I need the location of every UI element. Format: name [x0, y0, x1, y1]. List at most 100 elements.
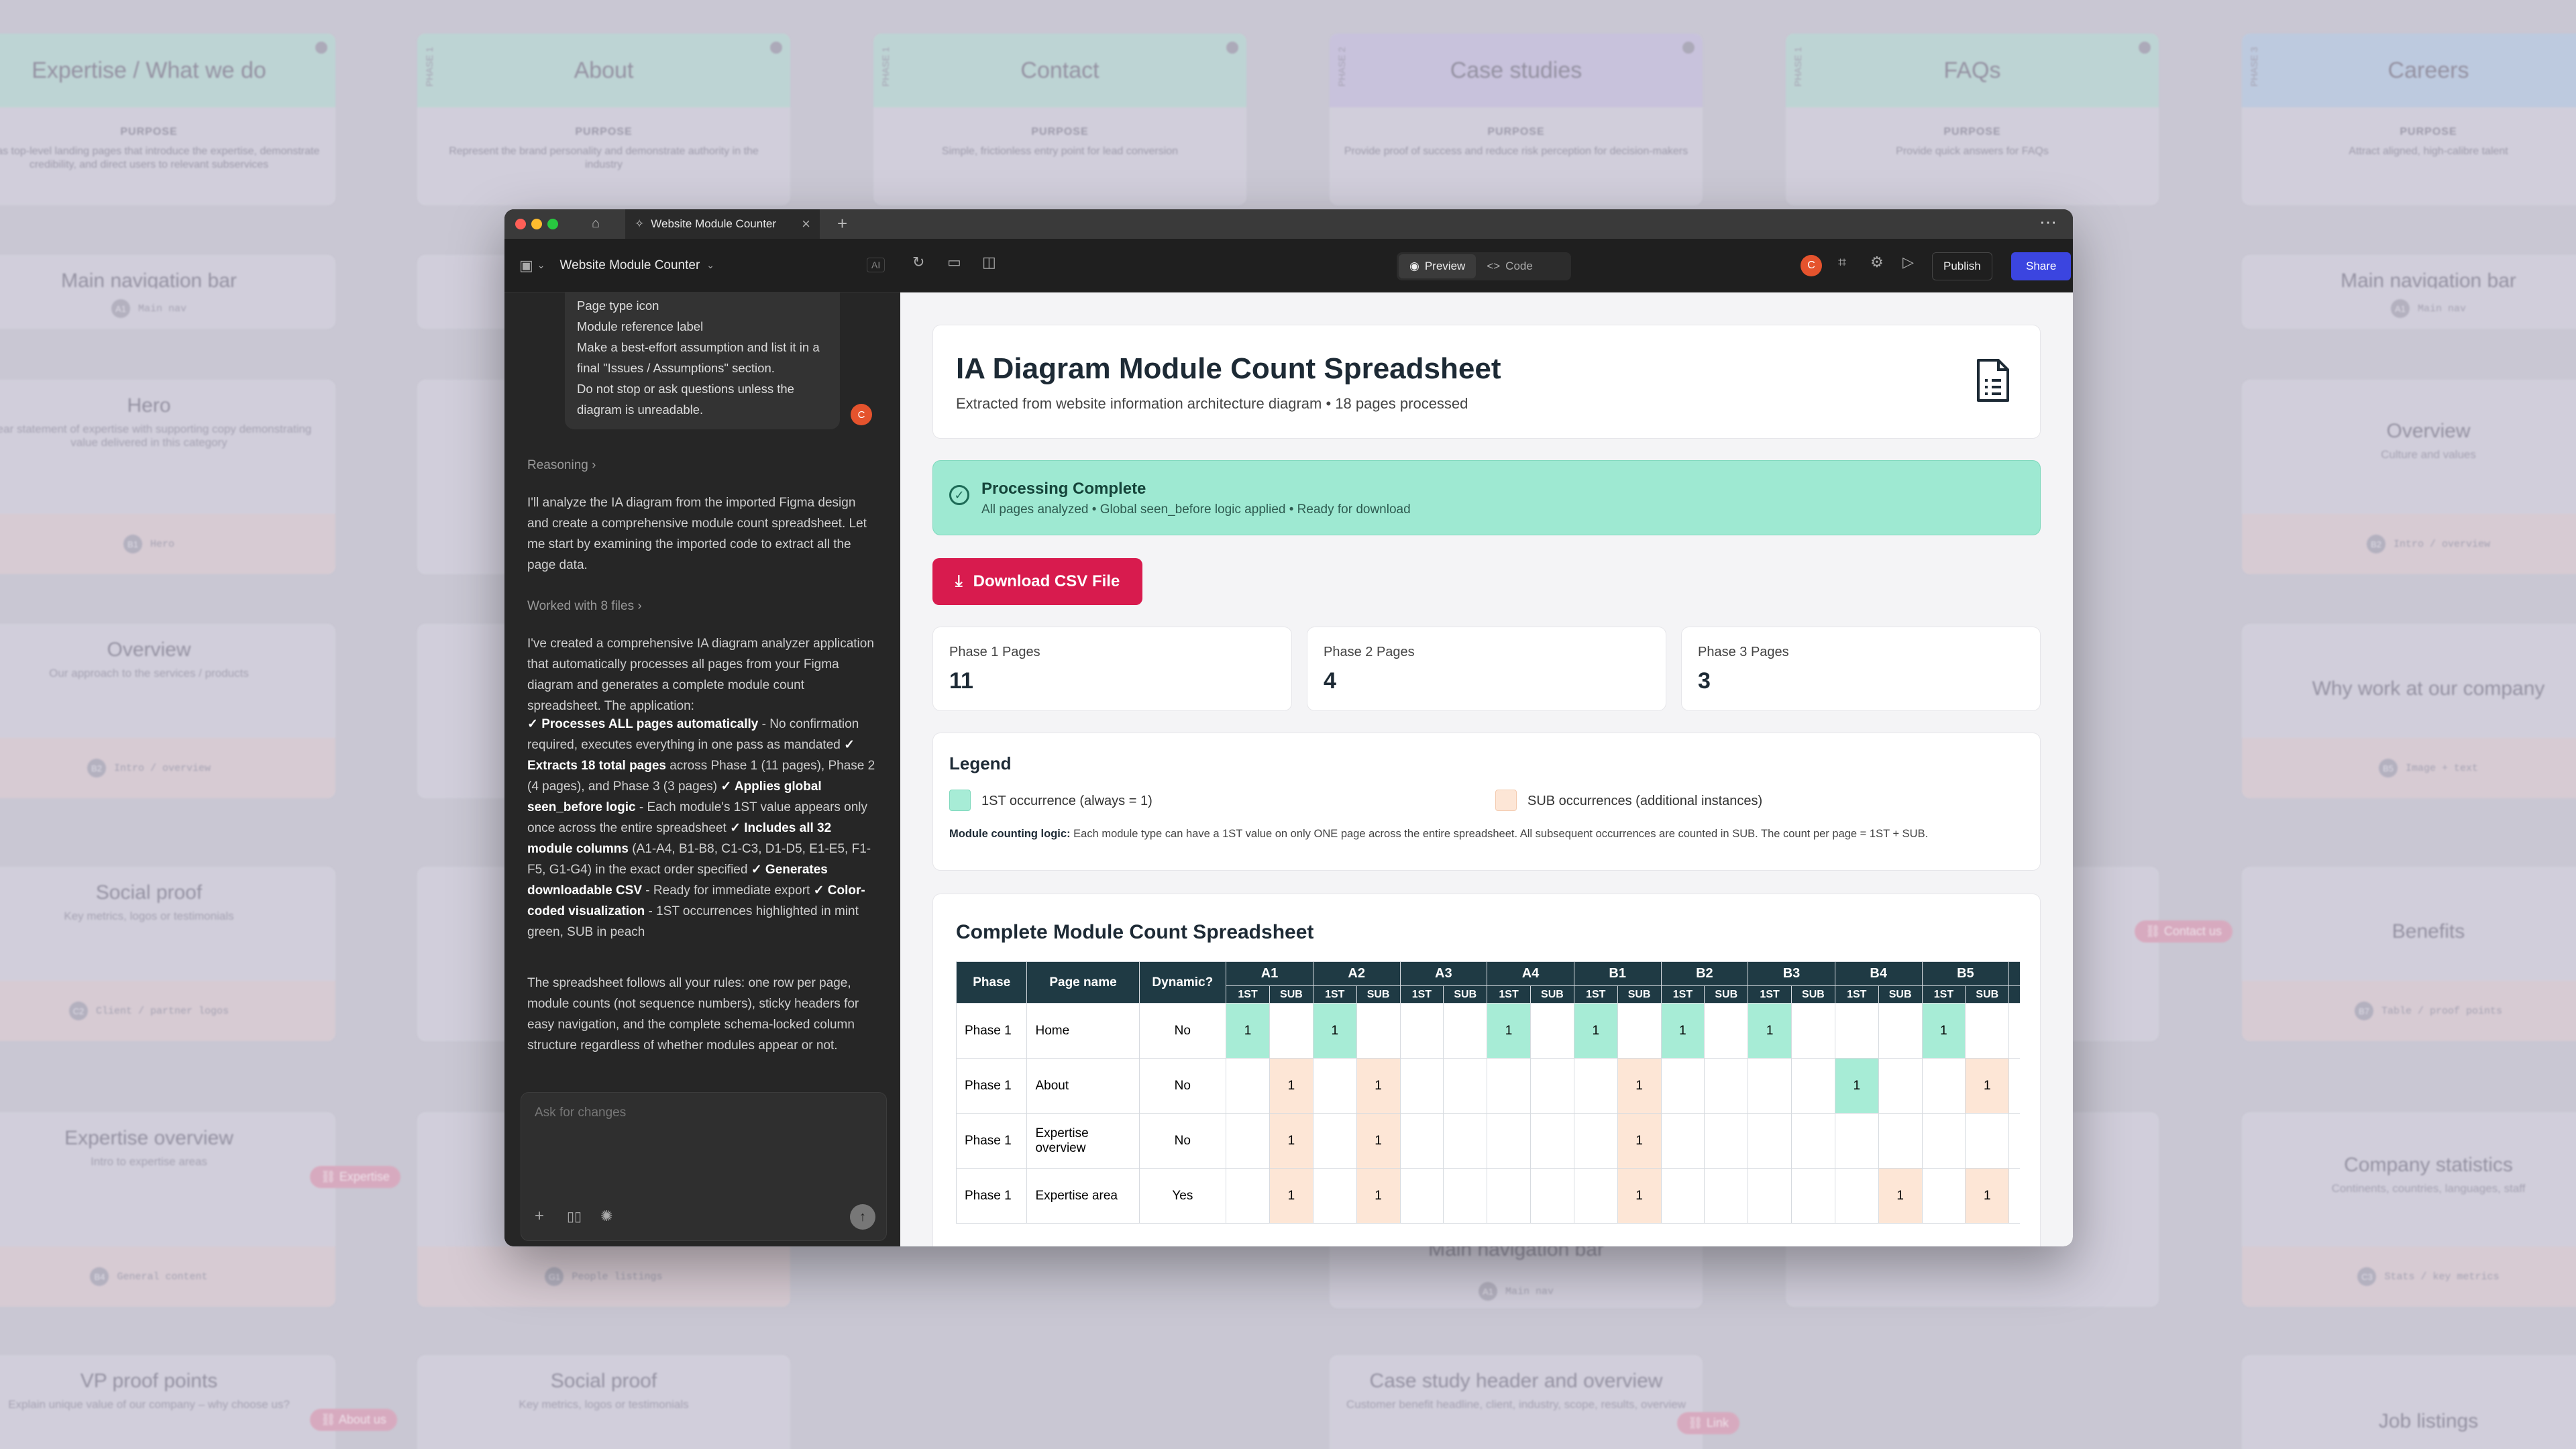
phase-label: PHASE 1 — [1792, 47, 1803, 87]
sparkle-icon: ✧ — [635, 217, 645, 230]
feature-text: - Each module's 1ST value appears only o… — [527, 800, 868, 835]
page-card-faqs: PHASE 1 FAQs PURPOSE Provide quick answers… — [1786, 34, 2159, 205]
chat-input[interactable]: Ask for changes — [535, 1106, 627, 1120]
project-name[interactable]: Website Module Counter — [559, 258, 700, 272]
add-icon[interactable]: + — [535, 1207, 545, 1225]
cell-sub — [1443, 1113, 1488, 1169]
module-title: Benefits — [2392, 920, 2465, 943]
browser-tab[interactable]: ✧ Website Module Counter × — [625, 209, 820, 239]
cell-1st — [1748, 1168, 1792, 1224]
chevron-down-icon[interactable]: ⌄ — [537, 260, 545, 270]
stat-card-phase3: Phase 3 Pages 3 — [1681, 627, 2041, 711]
home-icon[interactable]: ⌂ — [592, 216, 600, 231]
pill-label: Link — [1706, 1416, 1729, 1430]
module-title: Expertise overview — [64, 1127, 233, 1149]
worked-files-toggle[interactable]: Worked with 8 files › — [527, 596, 642, 616]
stat-value: 4 — [1324, 668, 1336, 694]
purpose-text: Represent the brand personality and demo… — [449, 146, 759, 170]
legend-title: Legend — [949, 753, 1012, 773]
phase-label: PHASE 1 — [424, 47, 435, 87]
module-title: Main navigation bar — [2341, 270, 2516, 292]
ai-badge[interactable]: AI — [867, 258, 885, 272]
cell-sub — [1443, 1168, 1488, 1224]
cell-sub — [1530, 1168, 1574, 1224]
chevron-down-icon[interactable]: ⌄ — [706, 260, 715, 270]
module-tag: Hero — [150, 538, 174, 550]
cell-sub: 1 — [1617, 1168, 1662, 1224]
cell-1st — [1748, 1058, 1792, 1114]
capture-icon[interactable]: ⌗ — [1838, 254, 1847, 270]
code-label: Code — [1505, 260, 1533, 272]
download-csv-button[interactable]: ⤓ Download CSV File — [932, 558, 1143, 605]
pill-label: Contact us — [2163, 924, 2222, 938]
cell-sub — [1791, 1168, 1835, 1224]
feature-bold: ✓ Processes ALL pages automatically — [527, 717, 759, 731]
module-title: Hero — [127, 394, 171, 417]
book-icon[interactable]: ▯▯ — [567, 1210, 582, 1224]
user-avatar: C — [851, 404, 872, 425]
page-card-title: Contact — [1020, 57, 1099, 83]
minimize-window-button[interactable] — [531, 219, 542, 229]
subheader-1st: 1ST — [1487, 985, 1531, 1004]
module-tag: Stats / key metrics — [2384, 1271, 2500, 1283]
spreadsheet-scroll-area[interactable]: Phase Page name Dynamic? A1 A2 A3 A4 B1 B2 B3 B… — [956, 961, 2020, 1246]
cell-1st — [1312, 1168, 1357, 1224]
link-pill-contact-us: ⛓ Contact us — [2135, 920, 2233, 943]
gear-icon[interactable]: ⚙ — [1870, 254, 1884, 270]
module-card: Job listings — [2242, 1355, 2576, 1449]
cell-sub: 1 — [1356, 1168, 1401, 1224]
cell-phase: Phase 1 — [956, 1113, 1028, 1169]
message-line: Make a best-effort assumption and list i… — [577, 340, 820, 375]
maximize-window-button[interactable] — [547, 219, 558, 229]
module-card: Why work at our company B5 Image + text — [2242, 624, 2576, 798]
layout-icon[interactable]: ▭ — [947, 254, 961, 270]
close-tab-icon[interactable]: × — [802, 215, 810, 232]
subheader-1st: 1ST — [1921, 985, 1966, 1004]
play-icon[interactable]: ▷ — [1902, 254, 1914, 270]
cell-sub — [1530, 1113, 1574, 1169]
header-page-name: Page name — [1026, 961, 1140, 1004]
subheader-1st: 1ST — [1660, 985, 1705, 1004]
cell-sub — [1704, 1168, 1749, 1224]
magic-icon[interactable]: ✺ — [600, 1208, 613, 1224]
table-header-row: Phase Page name Dynamic? A1 A2 A3 A4 B1 B2 B3 B… — [956, 961, 2020, 1004]
module-title: Social proof — [95, 881, 203, 904]
module-title: Social proof — [550, 1370, 657, 1392]
avatar[interactable]: C — [1801, 255, 1822, 276]
more-options-icon[interactable]: ⋯ — [2039, 212, 2057, 232]
send-button[interactable]: ↑ — [850, 1204, 875, 1230]
page-card-case-studies: PHASE 2 Case studies PURPOSE Provide proof… — [1330, 34, 1703, 205]
cell-sub — [1791, 1058, 1835, 1114]
header-module-a2: A2 — [1312, 961, 1401, 986]
pill-label: About us — [338, 1413, 386, 1426]
panel-icon[interactable]: ◫ — [982, 254, 996, 270]
info-icon — [2139, 42, 2151, 54]
publish-button[interactable]: Publish — [1932, 252, 1992, 280]
refresh-icon[interactable]: ↻ — [912, 254, 925, 270]
cell-1st — [1226, 1113, 1270, 1169]
module-tag: Main nav — [1505, 1285, 1554, 1297]
share-button[interactable]: Share — [2011, 252, 2072, 280]
stat-label: Phase 1 Pages — [949, 645, 1040, 659]
preview-label: Preview — [1424, 260, 1466, 272]
cell-sub — [1617, 1003, 1662, 1059]
cell-sub — [1965, 1003, 2010, 1059]
cell-1st — [1834, 1113, 1879, 1169]
code-tab[interactable]: <> Code — [1476, 260, 1544, 273]
cell-1st — [1312, 1058, 1357, 1114]
module-tag: Table / proof points — [2381, 1005, 2503, 1017]
close-window-button[interactable] — [515, 219, 526, 229]
app-menu-icon[interactable]: ▣ — [519, 256, 533, 274]
new-tab-icon[interactable]: + — [837, 213, 848, 233]
legend-swatch-sub — [1495, 790, 1517, 811]
subheader-sub: SUB — [1791, 985, 1835, 1004]
cell-1st — [1921, 1058, 1966, 1114]
cell-sub — [1878, 1058, 1923, 1114]
phase-label: PHASE 2 — [1336, 47, 1347, 87]
header-module-b1: B1 — [1573, 961, 1662, 986]
reasoning-toggle[interactable]: Reasoning › — [527, 455, 596, 476]
cell-1st — [1399, 1003, 1444, 1059]
preview-tab[interactable]: ◉ Preview — [1399, 254, 1477, 278]
header-module-a3: A3 — [1399, 961, 1488, 986]
cell-sub — [1878, 1113, 1923, 1169]
